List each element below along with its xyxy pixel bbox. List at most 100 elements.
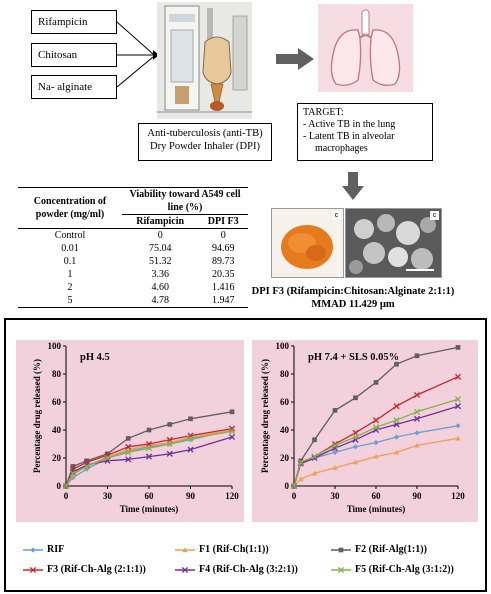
legend-marker <box>338 547 344 553</box>
x-tick-label: 60 <box>372 491 382 501</box>
dpi-caption-line: DPI F3 (Rifampicin:Chitosan:Alginate 2:1… <box>251 286 455 297</box>
x-tick-label: 0 <box>64 491 69 501</box>
y-tick-label: 40 <box>52 425 62 435</box>
legend-marker <box>182 547 188 552</box>
target-title: TARGET: <box>303 107 344 118</box>
data-point <box>393 449 400 455</box>
table-cell: 1.947 <box>211 295 235 306</box>
target-box: TARGET: Active TB in the lung Latent TB … <box>297 103 433 161</box>
legend-label: F1 (Rif-Ch(1:1)) <box>199 544 269 555</box>
data-point <box>455 345 461 350</box>
ingredient-label: Na- alginate <box>38 81 93 93</box>
table-cell: 0 <box>220 230 226 241</box>
legend-label: F4 (Rif-Ch-Alg (3:2:1)) <box>199 564 298 575</box>
data-point <box>228 433 236 441</box>
table-row: 1 3.36 20.35 <box>18 268 248 281</box>
data-point <box>145 445 153 452</box>
data-point <box>413 408 421 415</box>
data-point <box>146 427 152 433</box>
data-point <box>105 451 110 457</box>
y-tick-label: 40 <box>280 425 290 435</box>
y-axis-label: Percentage drug released (%) <box>32 359 42 473</box>
data-point <box>352 433 359 441</box>
data-point <box>332 449 338 455</box>
legend-swatch <box>23 547 43 553</box>
data-point <box>187 435 194 442</box>
x-tick-label: 120 <box>225 491 239 501</box>
y-tick-label: 100 <box>48 341 62 351</box>
data-point <box>414 442 420 448</box>
y-tick-label: 20 <box>52 453 62 463</box>
table-cell: 0.01 <box>61 243 79 254</box>
data-point <box>352 459 359 465</box>
lungs-image <box>318 4 413 92</box>
data-point <box>187 446 194 453</box>
data-point <box>352 444 359 450</box>
data-point <box>188 416 193 422</box>
data-point <box>413 415 421 422</box>
data-point <box>454 396 462 403</box>
table-cell: 0 <box>157 230 163 241</box>
legend-label: F5 (Rif-Ch-Alg (3:1:2)) <box>355 564 454 575</box>
legend-item-f4: F4 (Rif-Ch-Alg (3:2:1)) <box>174 564 298 576</box>
x-tick-label: 60 <box>145 491 155 501</box>
spray-dryer-image <box>157 2 252 119</box>
data-point <box>297 459 304 466</box>
data-point <box>454 373 462 380</box>
data-point <box>125 436 131 441</box>
table-row: 0.1 51.32 89.73 <box>18 255 248 268</box>
table-cell: 4.60 <box>151 282 169 293</box>
viability-table: Concentration of powder (mg/ml) Viabilit… <box>18 187 248 308</box>
data-point <box>290 482 298 490</box>
table-cell: 3.36 <box>151 269 169 280</box>
legend-marker <box>181 566 189 573</box>
data-point <box>332 408 338 413</box>
col-header-rifampicin: Rifampicin <box>122 214 199 229</box>
data-point <box>414 353 420 359</box>
legend-swatch <box>175 566 195 573</box>
data-point <box>166 440 173 448</box>
release-chart-ph74: 0 20 40 60 80 100 0 30 60 90 120 Time (minutes) Perc… <box>252 340 478 522</box>
release-chart-ph45: 0 20 40 60 80 100 0 30 60 90 120 Time (minutes) Perc… <box>16 340 244 522</box>
data-point <box>69 468 76 476</box>
ingredient-rifampicin: Rifampicin <box>31 10 117 34</box>
sem-drawing <box>349 214 436 274</box>
legend-label: F2 (Rif-Alg(1:1)) <box>355 544 427 555</box>
data-point <box>331 442 339 449</box>
data-point <box>372 424 380 431</box>
y-tick-label: 80 <box>52 369 62 379</box>
x-tick-label: 30 <box>331 491 341 501</box>
powder-photo: c <box>271 208 344 278</box>
legend-item-f1: F1 (Rif-Ch(1:1)) <box>174 544 269 556</box>
sem-image: c <box>345 208 442 278</box>
data-point <box>125 443 132 450</box>
data-point <box>166 450 173 457</box>
chart-background <box>16 340 244 522</box>
legend-label: F3 (Rif-Ch-Alg (2:1:1)) <box>47 564 146 575</box>
legend-item-f5: F5 (Rif-Ch-Alg (3:1:2)) <box>330 564 454 576</box>
table-cell: Control <box>54 230 86 241</box>
ingredient-label: Chitosan <box>38 49 78 61</box>
legend-swatch <box>175 547 195 552</box>
data-point <box>298 476 304 482</box>
table-cell: 1.416 <box>211 282 235 293</box>
y-tick-label: 20 <box>280 453 290 463</box>
table-cell: 5 <box>67 295 73 306</box>
data-point <box>372 417 380 424</box>
ingredient-label: Rifampicin <box>38 16 88 28</box>
legend-label: RIF <box>47 544 65 555</box>
data-point <box>393 434 400 440</box>
y-tick-label: 80 <box>280 369 290 379</box>
y-axis-label: Percentage drug released (%) <box>260 359 270 473</box>
table-row: 5 4.78 1.947 <box>18 294 248 308</box>
data-point <box>70 464 76 469</box>
dpi-caption-line: MMAD 11.429 µm <box>311 299 395 310</box>
down-arrow-icon <box>342 172 364 200</box>
scale-tag: c <box>332 211 341 220</box>
legend-marker <box>337 566 345 573</box>
col-header-concentration: Concentration of powder (mg/ml) <box>18 187 122 229</box>
inhaler-caption-line: Dry Powder Inhaler (DPI) <box>150 141 260 152</box>
data-point <box>373 454 379 459</box>
y-tick-label: 60 <box>52 397 62 407</box>
table-row: 0.01 75.04 94.69 <box>18 242 248 255</box>
